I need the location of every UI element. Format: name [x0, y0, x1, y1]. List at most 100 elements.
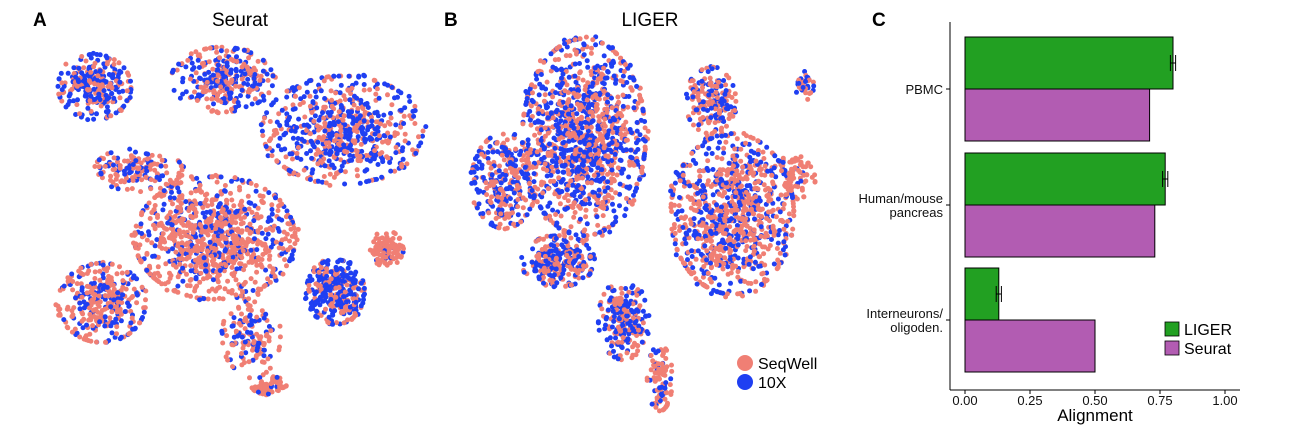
point-seqwell	[580, 77, 586, 83]
point-seqwell	[213, 288, 219, 294]
point-seqwell	[178, 256, 183, 262]
point-10x	[620, 73, 626, 79]
point-10x	[375, 113, 381, 119]
point-seqwell	[239, 362, 245, 368]
point-10x	[362, 291, 367, 297]
point-seqwell	[307, 103, 313, 109]
point-seqwell	[316, 134, 322, 140]
point-seqwell	[367, 87, 373, 93]
point-10x	[180, 75, 186, 81]
point-seqwell	[53, 302, 59, 308]
point-seqwell	[209, 174, 215, 180]
point-seqwell	[321, 174, 327, 179]
point-seqwell	[306, 282, 312, 288]
point-seqwell	[224, 48, 230, 54]
point-seqwell	[239, 311, 244, 317]
point-seqwell	[200, 89, 206, 95]
point-10x	[574, 247, 580, 253]
point-seqwell	[399, 164, 405, 170]
point-seqwell	[248, 307, 254, 313]
point-seqwell	[255, 228, 261, 234]
point-seqwell	[265, 77, 271, 83]
point-seqwell	[222, 183, 228, 188]
point-10x	[639, 339, 645, 345]
point-seqwell	[211, 296, 217, 302]
point-seqwell	[355, 105, 361, 111]
point-10x	[113, 110, 119, 116]
point-10x	[331, 73, 337, 79]
point-seqwell	[224, 333, 230, 339]
point-seqwell	[264, 332, 270, 337]
point-seqwell	[157, 153, 163, 159]
point-10x	[691, 216, 697, 222]
point-seqwell	[270, 227, 276, 233]
point-10x	[210, 72, 216, 78]
point-10x	[332, 308, 338, 314]
point-10x	[247, 313, 253, 319]
point-10x	[111, 162, 116, 168]
point-seqwell	[276, 111, 282, 117]
point-seqwell	[175, 274, 181, 280]
point-10x	[201, 296, 207, 302]
point-seqwell	[504, 225, 510, 231]
point-seqwell	[265, 276, 271, 282]
point-seqwell	[327, 171, 333, 177]
point-10x	[689, 254, 695, 259]
point-seqwell	[220, 255, 226, 261]
point-seqwell	[535, 186, 541, 192]
point-10x	[682, 236, 688, 242]
point-seqwell	[259, 379, 264, 385]
point-10x	[303, 295, 309, 301]
point-seqwell	[95, 301, 101, 307]
point-10x	[341, 159, 347, 165]
point-seqwell	[270, 269, 276, 275]
point-seqwell	[353, 312, 359, 318]
point-seqwell	[111, 286, 117, 292]
point-seqwell	[239, 198, 245, 204]
point-seqwell	[266, 90, 272, 96]
point-seqwell	[124, 186, 130, 192]
point-seqwell	[130, 294, 136, 299]
point-10x	[259, 230, 265, 236]
point-seqwell	[410, 147, 416, 153]
point-10x	[98, 171, 104, 177]
point-seqwell	[336, 109, 342, 115]
point-seqwell	[220, 321, 226, 327]
point-seqwell	[277, 323, 283, 329]
point-seqwell	[131, 240, 136, 246]
point-seqwell	[588, 254, 593, 260]
point-10x	[715, 145, 721, 151]
point-seqwell	[753, 279, 759, 285]
point-10x	[331, 120, 337, 126]
point-seqwell	[557, 201, 563, 207]
point-10x	[596, 327, 602, 333]
point-10x	[127, 95, 133, 100]
point-10x	[113, 316, 119, 322]
point-seqwell	[283, 214, 289, 220]
point-seqwell	[238, 241, 244, 246]
point-10x	[265, 231, 271, 237]
point-10x	[334, 146, 340, 152]
point-10x	[242, 71, 248, 77]
point-seqwell	[219, 233, 225, 239]
point-10x	[349, 109, 355, 115]
point-10x	[365, 105, 371, 110]
point-10x	[398, 90, 404, 96]
point-seqwell	[279, 237, 285, 243]
point-seqwell	[155, 264, 161, 270]
point-seqwell	[380, 139, 385, 145]
point-10x	[121, 65, 127, 71]
point-seqwell	[112, 166, 118, 172]
point-seqwell	[109, 309, 115, 315]
point-seqwell	[149, 210, 155, 215]
point-10x	[207, 209, 213, 215]
point-seqwell	[334, 132, 340, 138]
point-10x	[264, 110, 270, 116]
point-10x	[176, 159, 182, 165]
point-seqwell	[301, 167, 307, 173]
point-seqwell	[705, 119, 711, 124]
point-seqwell	[783, 192, 789, 198]
point-10x	[87, 52, 93, 58]
point-10x	[388, 110, 393, 116]
point-seqwell	[471, 200, 477, 206]
